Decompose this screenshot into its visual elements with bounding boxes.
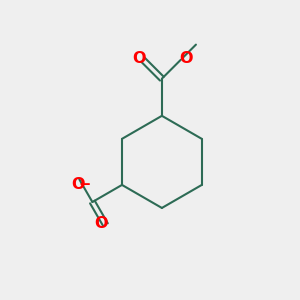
- Text: O: O: [179, 51, 192, 66]
- Text: −: −: [79, 177, 91, 192]
- Text: O: O: [133, 51, 146, 66]
- Text: O: O: [94, 216, 107, 231]
- Text: O: O: [71, 177, 85, 192]
